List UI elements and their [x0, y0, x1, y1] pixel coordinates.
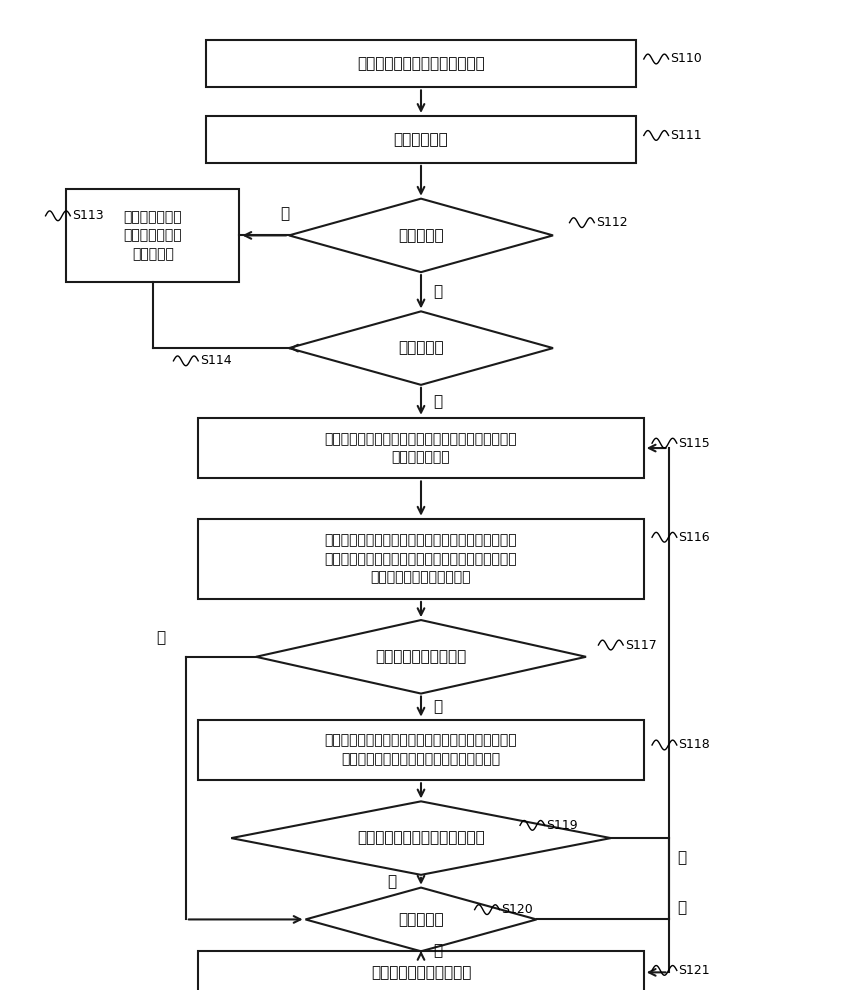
- Text: 是: 是: [156, 630, 165, 645]
- Text: S111: S111: [670, 129, 702, 142]
- Text: 是: 是: [677, 900, 686, 915]
- Polygon shape: [256, 620, 586, 694]
- Text: S119: S119: [546, 819, 578, 832]
- Text: 否: 否: [677, 850, 686, 865]
- Text: 统计负荷损失，结束仿真: 统计负荷损失，结束仿真: [370, 965, 472, 980]
- Text: 是: 是: [387, 874, 397, 889]
- Polygon shape: [232, 801, 610, 875]
- FancyBboxPatch shape: [206, 40, 636, 87]
- Text: 求取当前风电场系统潮流收敛边界，分析当前风电场
系统的电压薄弱点，针对电压薄弱点切负荷: 求取当前风电场系统潮流收敛边界，分析当前风电场 系统的电压薄弱点，针对电压薄弱点…: [325, 734, 517, 766]
- Text: 根据风电机组脱
网模型判断是否
脱网并处理: 根据风电机组脱 网模型判断是否 脱网并处理: [124, 210, 182, 261]
- Text: S112: S112: [596, 216, 627, 229]
- FancyBboxPatch shape: [198, 720, 644, 780]
- Text: 设置初始故障: 设置初始故障: [393, 132, 449, 147]
- Text: 短路故障？: 短路故障？: [398, 228, 444, 243]
- Text: 否: 否: [434, 284, 443, 299]
- Text: 当前风电场系统是否恢复稳定？: 当前风电场系统是否恢复稳定？: [357, 831, 485, 846]
- Text: S113: S113: [72, 209, 104, 222]
- Text: S121: S121: [679, 964, 710, 977]
- Text: S115: S115: [679, 437, 710, 450]
- Text: S120: S120: [501, 903, 533, 916]
- Text: 否: 否: [434, 944, 443, 959]
- Polygon shape: [306, 888, 536, 951]
- Text: 确定风场侧和系统侧的初始工况: 确定风场侧和系统侧的初始工况: [357, 56, 485, 71]
- Text: 否: 否: [434, 394, 443, 409]
- Text: 否: 否: [434, 699, 443, 714]
- FancyBboxPatch shape: [198, 951, 644, 994]
- FancyBboxPatch shape: [198, 418, 644, 478]
- Text: S114: S114: [200, 354, 232, 367]
- Polygon shape: [289, 199, 553, 272]
- Text: S117: S117: [625, 639, 657, 652]
- Text: S116: S116: [679, 531, 710, 544]
- FancyBboxPatch shape: [67, 189, 239, 282]
- FancyBboxPatch shape: [198, 519, 644, 599]
- Text: S118: S118: [679, 738, 710, 752]
- Text: 根据频率稳定模型判断每一个电气岛的频率跌落与恢
复情况，并按预设规则采取减载或切机操作，使每一
个电气岛恢复功率平衡状态: 根据频率稳定模型判断每一个电气岛的频率跌落与恢 复情况，并按预设规则采取减载或切…: [325, 533, 517, 584]
- Text: 对该断线故障形成的电气岛进行搜索，为每一个电气
岛设置参考节点: 对该断线故障形成的电气岛进行搜索，为每一个电气 岛设置参考节点: [325, 432, 517, 464]
- Text: S110: S110: [670, 52, 702, 66]
- Polygon shape: [289, 311, 553, 385]
- Text: 是: 是: [280, 206, 290, 221]
- Text: 断线故障？: 断线故障？: [398, 341, 444, 356]
- FancyBboxPatch shape: [206, 116, 636, 163]
- Text: 交流潮流计算，收敛？: 交流潮流计算，收敛？: [376, 649, 466, 664]
- Text: 是否切线？: 是否切线？: [398, 912, 444, 927]
